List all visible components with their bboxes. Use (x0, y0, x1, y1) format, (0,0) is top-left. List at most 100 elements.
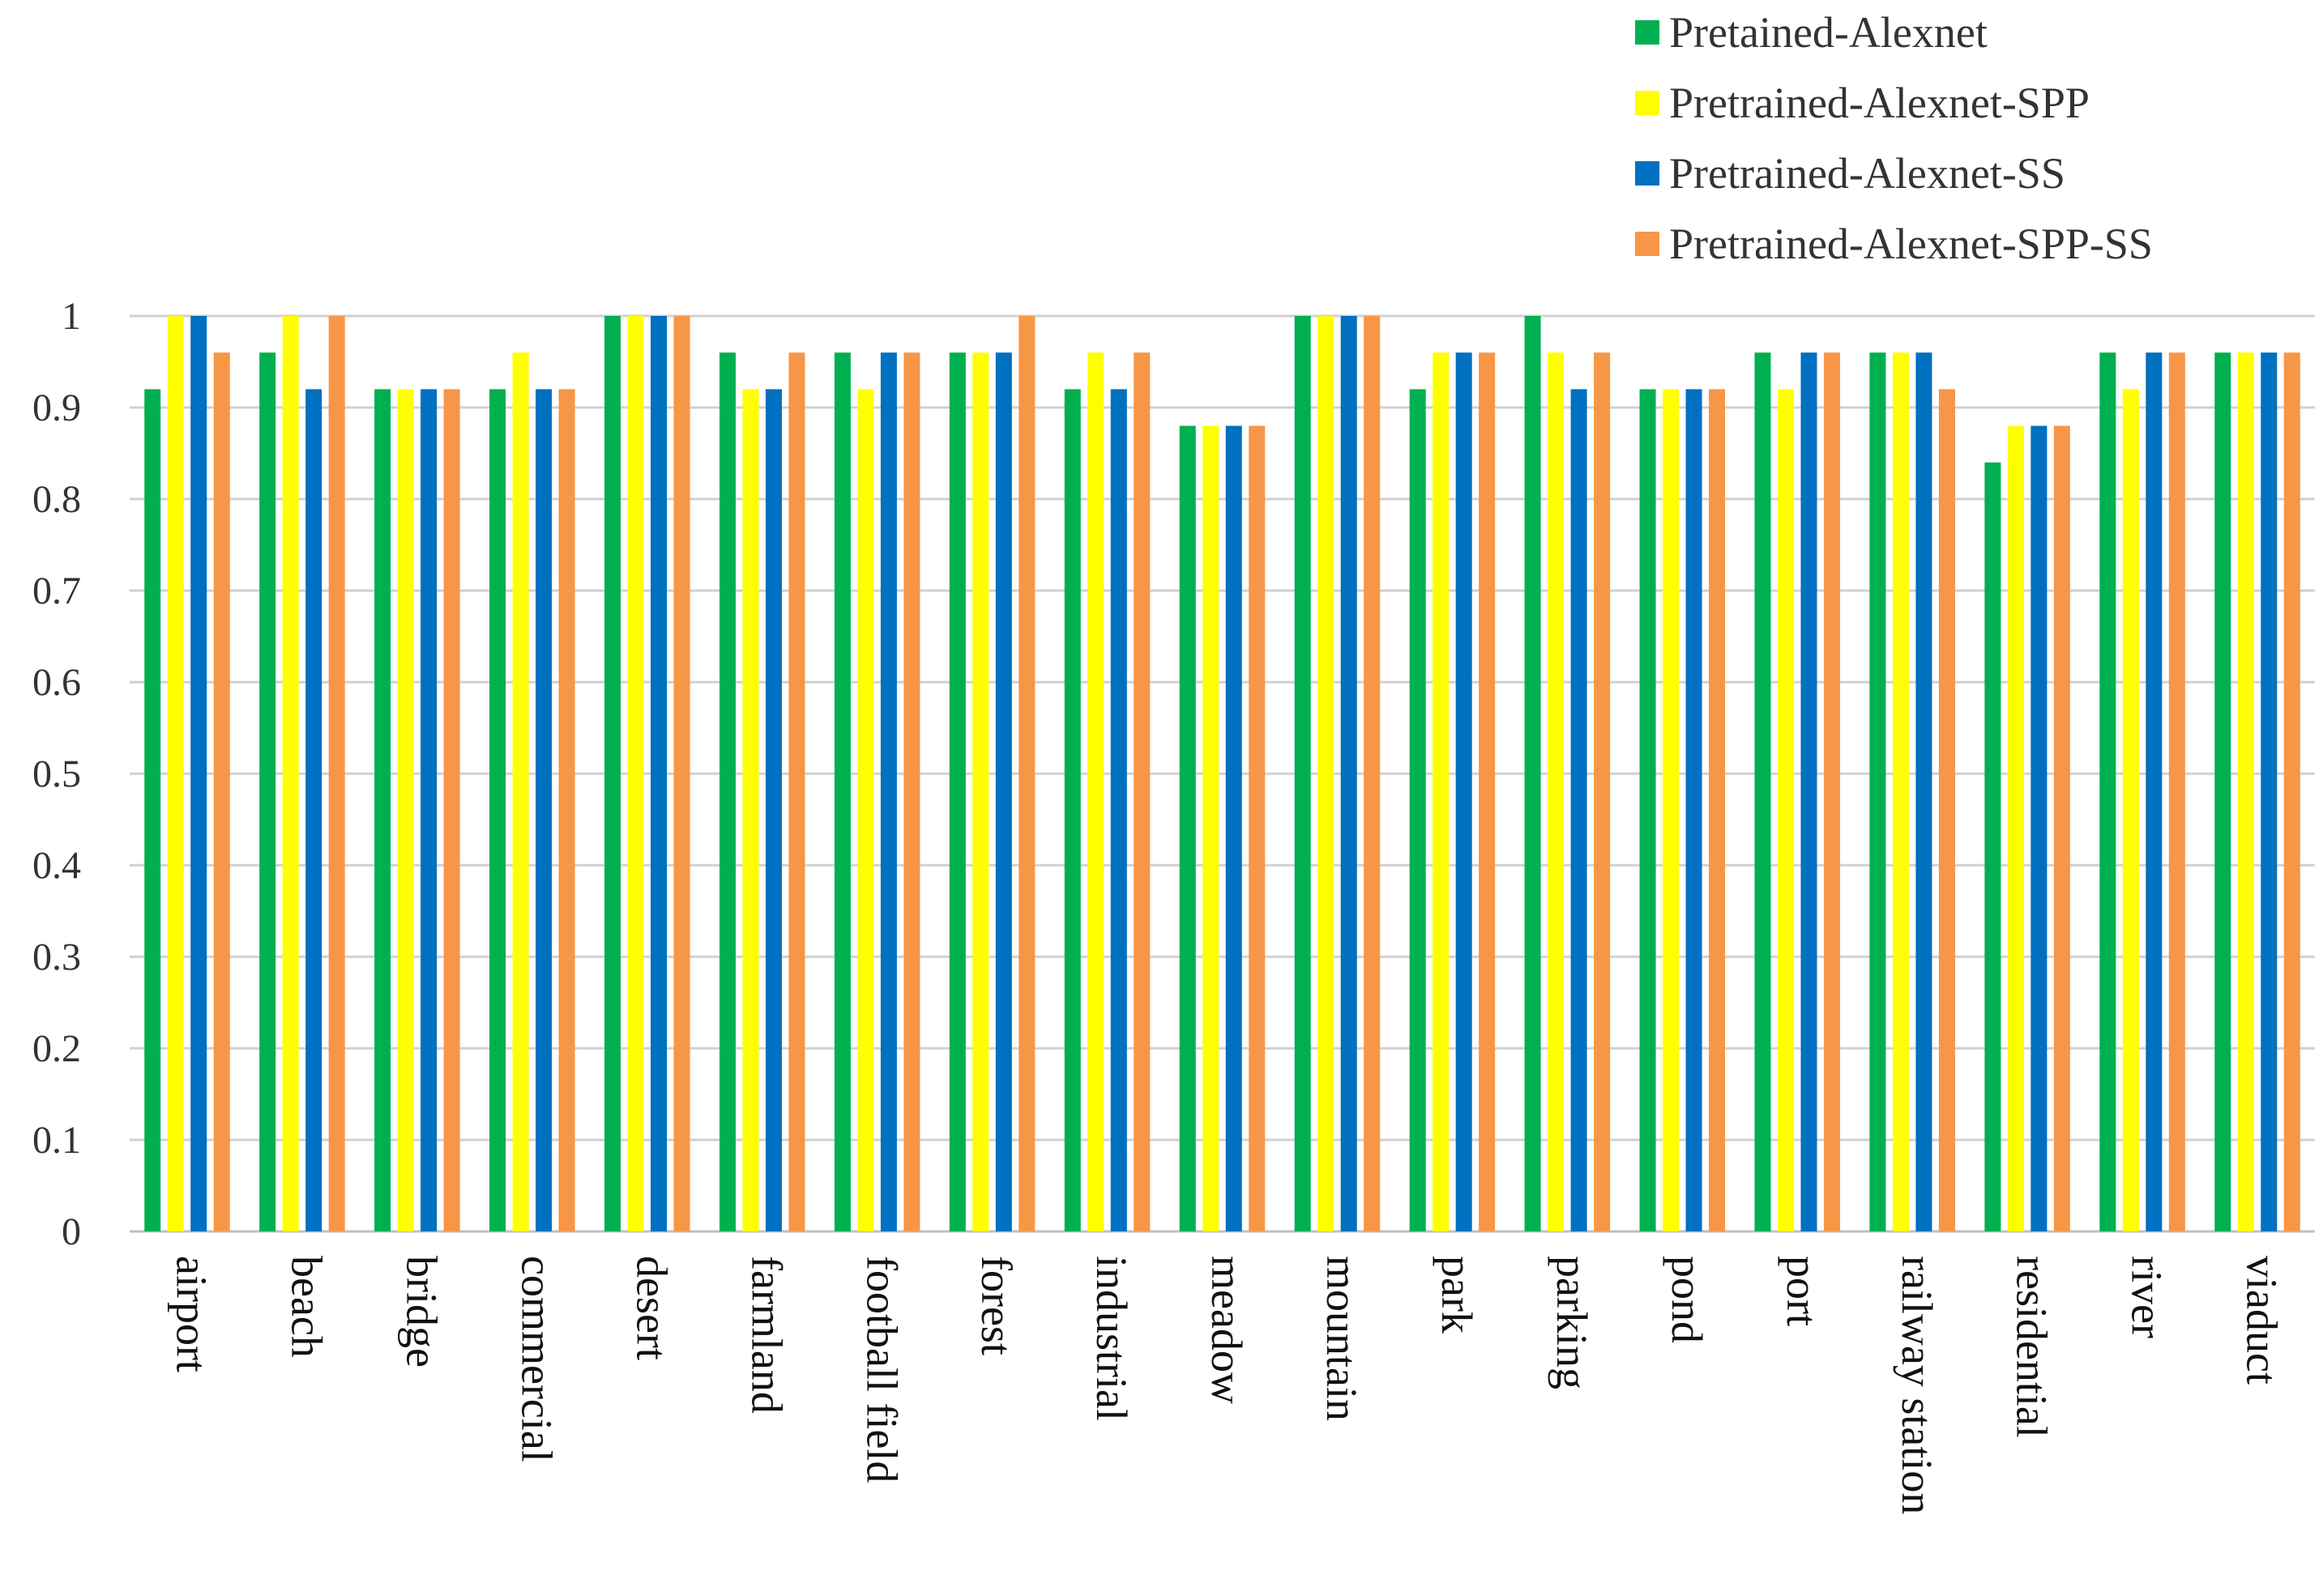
x-category-label: commercial (512, 1256, 561, 1462)
bar (719, 352, 736, 1232)
bar (1225, 425, 1242, 1231)
y-axis-tick-labels: 0 0.1 0.2 0.3 0.4 0.5 0.6 0.7 0.8 0.9 1 (32, 295, 81, 1253)
y-tick-label: 0.2 (32, 1027, 81, 1070)
bar (2146, 352, 2163, 1232)
bar (742, 389, 759, 1231)
x-category-label: forest (972, 1256, 1021, 1355)
x-category-label: mountain (1317, 1256, 1366, 1421)
x-category-label: residential (2008, 1256, 2056, 1438)
bar (374, 389, 391, 1231)
bar (421, 389, 438, 1231)
bar (1409, 389, 1426, 1231)
bar (1340, 316, 1357, 1231)
bar (1823, 352, 1840, 1232)
y-tick-label: 0.7 (32, 570, 81, 612)
bar (765, 389, 782, 1231)
x-category-label: river (2123, 1256, 2171, 1338)
bar (144, 389, 161, 1231)
bar (2099, 352, 2116, 1232)
bar (167, 316, 184, 1231)
bar (972, 352, 989, 1232)
bar (190, 316, 207, 1231)
x-category-label: desert (627, 1256, 676, 1360)
bar (1754, 352, 1771, 1232)
bar (1110, 389, 1127, 1231)
bar (2261, 352, 2278, 1232)
bar (1892, 352, 1909, 1232)
bar (1984, 462, 2001, 1231)
bar (1915, 352, 1932, 1232)
bar (1800, 352, 1817, 1232)
bar (2283, 352, 2300, 1232)
bar (328, 316, 345, 1231)
bar (443, 389, 460, 1231)
y-tick-label: 0 (62, 1210, 81, 1253)
bar (1548, 352, 1565, 1232)
bar (1364, 316, 1381, 1231)
y-tick-label: 0.8 (32, 478, 81, 521)
legend-label: Pretrained-Alexnet-SPP-SS (1669, 220, 2153, 268)
bar (1524, 316, 1541, 1231)
bar (788, 352, 805, 1232)
bar (558, 389, 575, 1231)
bar (282, 316, 299, 1231)
legend-label: Pretrained-Alexnet-SPP (1669, 79, 2090, 127)
y-tick-label: 0.6 (32, 661, 81, 704)
legend-swatch (1635, 91, 1659, 115)
x-category-label: industrial (1087, 1256, 1136, 1421)
x-axis-category-labels: airport beach bridge commercial desert farmla… (168, 1256, 2287, 1514)
bar (1938, 389, 1955, 1231)
legend-label: Pretained-Alexnet (1669, 8, 1988, 57)
legend-label: Pretrained-Alexnet-SS (1669, 149, 2065, 198)
bar (1869, 352, 1886, 1232)
x-category-label: viaduct (2238, 1256, 2287, 1385)
legend-swatch (1635, 232, 1659, 256)
bar (2030, 425, 2048, 1231)
bar (1685, 389, 1702, 1231)
x-category-label: pond (1663, 1256, 1711, 1343)
x-category-label: beach (283, 1256, 331, 1358)
bar (604, 316, 621, 1231)
bar (949, 352, 966, 1232)
x-category-label: port (1778, 1256, 1826, 1326)
bar (397, 389, 414, 1231)
bar (1709, 389, 1726, 1231)
bar (1294, 316, 1311, 1231)
y-tick-label: 0.9 (32, 386, 81, 429)
x-category-label: park (1433, 1256, 1481, 1334)
bar (1663, 389, 1680, 1231)
bar (1202, 425, 1219, 1231)
bar (1249, 425, 1266, 1231)
bar (651, 316, 668, 1231)
bar (880, 352, 897, 1232)
bar (673, 316, 690, 1231)
bar (1317, 316, 1334, 1231)
bar (2122, 389, 2139, 1231)
bar (213, 352, 230, 1232)
bar (834, 352, 851, 1232)
x-category-label: farmland (742, 1256, 791, 1414)
x-category-label: football field (857, 1256, 906, 1483)
bar (1570, 389, 1587, 1231)
x-category-label: bridge (397, 1256, 446, 1368)
bar (2053, 425, 2070, 1231)
bar (1639, 389, 1656, 1231)
legend: Pretained-Alexnet Pretrained-Alexnet-SPP P… (1635, 8, 2153, 268)
bar (259, 352, 276, 1232)
bar (995, 352, 1012, 1232)
y-tick-label: 0.1 (32, 1119, 81, 1162)
bar (1777, 389, 1794, 1231)
bar (536, 389, 553, 1231)
y-tick-label: 1 (62, 295, 81, 338)
bar (512, 352, 529, 1232)
bar (1134, 352, 1151, 1232)
bar (1018, 316, 1036, 1231)
bar (1179, 425, 1196, 1231)
bar (1087, 352, 1104, 1232)
x-category-label: railway station (1893, 1256, 1941, 1514)
legend-swatch (1635, 161, 1659, 186)
bar (489, 389, 506, 1231)
bar (1594, 352, 1611, 1232)
x-category-label: meadow (1202, 1256, 1251, 1404)
